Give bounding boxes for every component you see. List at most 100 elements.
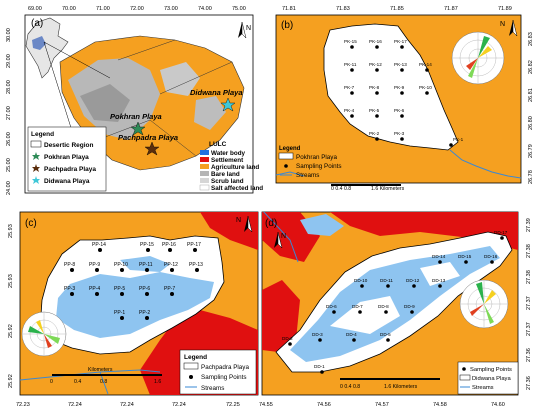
svg-text:Pachpadra Playa: Pachpadra Playa [44, 166, 96, 173]
pachpadra-marker [144, 141, 160, 156]
svg-text:PP-6: PP-6 [139, 286, 150, 292]
sampling-point: PP-1 [114, 310, 125, 320]
svg-text:27.36: 27.36 [526, 348, 532, 362]
north-arrow-icon: N [274, 231, 286, 249]
svg-text:PP-16: PP-16 [162, 242, 176, 248]
svg-text:0 0.4 0.8: 0 0.4 0.8 [331, 186, 351, 192]
svg-text:DD-7: DD-7 [352, 304, 363, 309]
north-arrow-icon: N [238, 21, 251, 39]
sampling-point: DD-10 [354, 278, 368, 288]
sampling-point: PK-4 [344, 108, 355, 118]
svg-text:PP-1: PP-1 [114, 310, 125, 316]
svg-text:PK-6: PK-6 [394, 108, 405, 113]
svg-text:LULC: LULC [209, 141, 227, 148]
svg-text:71.87: 71.87 [444, 6, 458, 12]
svg-text:PK-9: PK-9 [394, 85, 405, 90]
sampling-point: PP-7 [164, 286, 175, 296]
svg-text:72.24: 72.24 [68, 402, 82, 408]
sampling-point: DD-4 [346, 332, 357, 342]
panel-c-scale: Kilometers 0 0.4 0.8 1.6 [50, 367, 162, 385]
didwana-legend-icon [32, 176, 40, 184]
svg-text:DD-13: DD-13 [432, 278, 446, 283]
sampling-point: PP-17 [187, 242, 201, 252]
svg-text:74.56: 74.56 [317, 402, 331, 408]
svg-text:27.00: 27.00 [6, 106, 12, 120]
svg-text:0 0.4 0.8: 0 0.4 0.8 [340, 384, 360, 390]
panel-c: PP-14 PP-15 PP-16 PP-17 PP-8 PP-9 PP-10 … [8, 211, 259, 408]
sampling-point: DD-17 [494, 230, 508, 240]
panel-b-lat-ticks: 26.83 26.82 26.81 26.80 26.79 26.78 [528, 32, 534, 184]
svg-text:DD-11: DD-11 [380, 278, 393, 283]
svg-text:26.80: 26.80 [528, 116, 534, 130]
panel-a-lat-ticks: 30.00 29.00 28.00 27.00 26.00 25.00 24.0… [6, 28, 12, 195]
panel-b-label: (b) [281, 20, 293, 31]
svg-text:74.55: 74.55 [259, 402, 273, 408]
svg-text:PK-3: PK-3 [394, 131, 405, 136]
svg-text:1.6: 1.6 [154, 379, 161, 385]
svg-text:Streams: Streams [296, 172, 319, 179]
rose-diagram [459, 279, 509, 329]
svg-text:26.82: 26.82 [528, 60, 534, 74]
svg-text:PP-13: PP-13 [189, 262, 203, 268]
svg-text:PK-7: PK-7 [344, 85, 355, 90]
svg-text:Salt affected land: Salt affected land [211, 185, 263, 192]
sampling-point: PP-5 [114, 286, 125, 296]
svg-text:1.6 Kilometers: 1.6 Kilometers [384, 384, 418, 390]
sampling-point: DD-13 [432, 278, 446, 288]
sampling-point: PP-3 [64, 286, 75, 296]
svg-text:PK-13: PK-13 [394, 62, 407, 67]
svg-text:73.00: 73.00 [164, 6, 178, 12]
svg-text:Water body: Water body [211, 150, 246, 157]
svg-text:27.38: 27.38 [526, 244, 532, 258]
svg-text:74.57: 74.57 [375, 402, 389, 408]
svg-text:PP-7: PP-7 [164, 286, 175, 292]
svg-text:26.81: 26.81 [528, 88, 534, 102]
sampling-point: PP-9 [89, 262, 100, 272]
sampling-point: DD-7 [352, 304, 363, 314]
svg-text:Streams: Streams [472, 385, 494, 391]
svg-text:PP-12: PP-12 [164, 262, 178, 268]
didwana-label: Didwana Playa [190, 88, 243, 97]
pokhran-legend-icon [32, 152, 40, 160]
svg-text:0.8: 0.8 [100, 379, 107, 385]
sampling-point: PK-2 [369, 131, 380, 141]
panel-b: PK-15 PK-16 PK-17 PK-14 PK-11 PK-12 PK-1… [275, 6, 534, 192]
svg-text:72.00: 72.00 [130, 6, 144, 12]
svg-text:Streams: Streams [201, 385, 224, 392]
svg-text:Bare land: Bare land [211, 171, 240, 178]
svg-text:PK-16: PK-16 [369, 39, 382, 44]
svg-text:Agriculture land: Agriculture land [211, 164, 259, 171]
panel-d-scale: 0 0.4 0.8 1.6 Kilometers [340, 378, 440, 390]
sampling-point: DD-16 [484, 254, 498, 264]
panel-c-points: PP-14 PP-15 PP-16 PP-17 PP-8 PP-9 PP-10 … [64, 242, 203, 320]
sampling-point: PP-11 [139, 262, 153, 272]
sampling-point: PK-17 [394, 39, 407, 49]
sampling-point: PK-6 [394, 108, 405, 118]
sampling-point: DD-1 [314, 364, 325, 374]
svg-text:74.00: 74.00 [198, 6, 212, 12]
panel-d-label: (d) [265, 218, 277, 229]
stream [276, 171, 305, 177]
svg-text:29.00: 29.00 [6, 54, 12, 68]
panel-a-legend: Legend Desertic Region Pokhran Playa Pac… [27, 126, 107, 192]
svg-text:25.00: 25.00 [6, 158, 12, 172]
svg-text:PP-10: PP-10 [114, 262, 128, 268]
svg-text:PK-10: PK-10 [419, 85, 432, 90]
north-arrow-icon: N [500, 19, 518, 37]
svg-text:27.38: 27.38 [526, 270, 532, 284]
pokhran-marker [130, 121, 146, 136]
svg-text:Desertic Region: Desertic Region [44, 142, 94, 149]
sampling-point: PK-12 [369, 62, 382, 72]
svg-text:PK-1: PK-1 [453, 137, 464, 142]
sampling-point: DD-11 [380, 278, 393, 288]
panel-d-legend: Sampling Points Didwana Playa Streams [457, 361, 519, 395]
svg-text:72.25: 72.25 [226, 402, 240, 408]
panel-d-points: DD-17 DD-14 DD-15 DD-16 DD-10 DD-11 DD-1… [282, 230, 508, 374]
svg-text:DD-2: DD-2 [282, 336, 293, 341]
svg-text:N: N [236, 217, 241, 224]
svg-text:24.00: 24.00 [6, 181, 12, 195]
svg-text:PK-17: PK-17 [394, 39, 407, 44]
svg-text:71.00: 71.00 [96, 6, 110, 12]
rose-diagram [451, 31, 505, 85]
svg-text:Sampling Points: Sampling Points [201, 374, 247, 381]
